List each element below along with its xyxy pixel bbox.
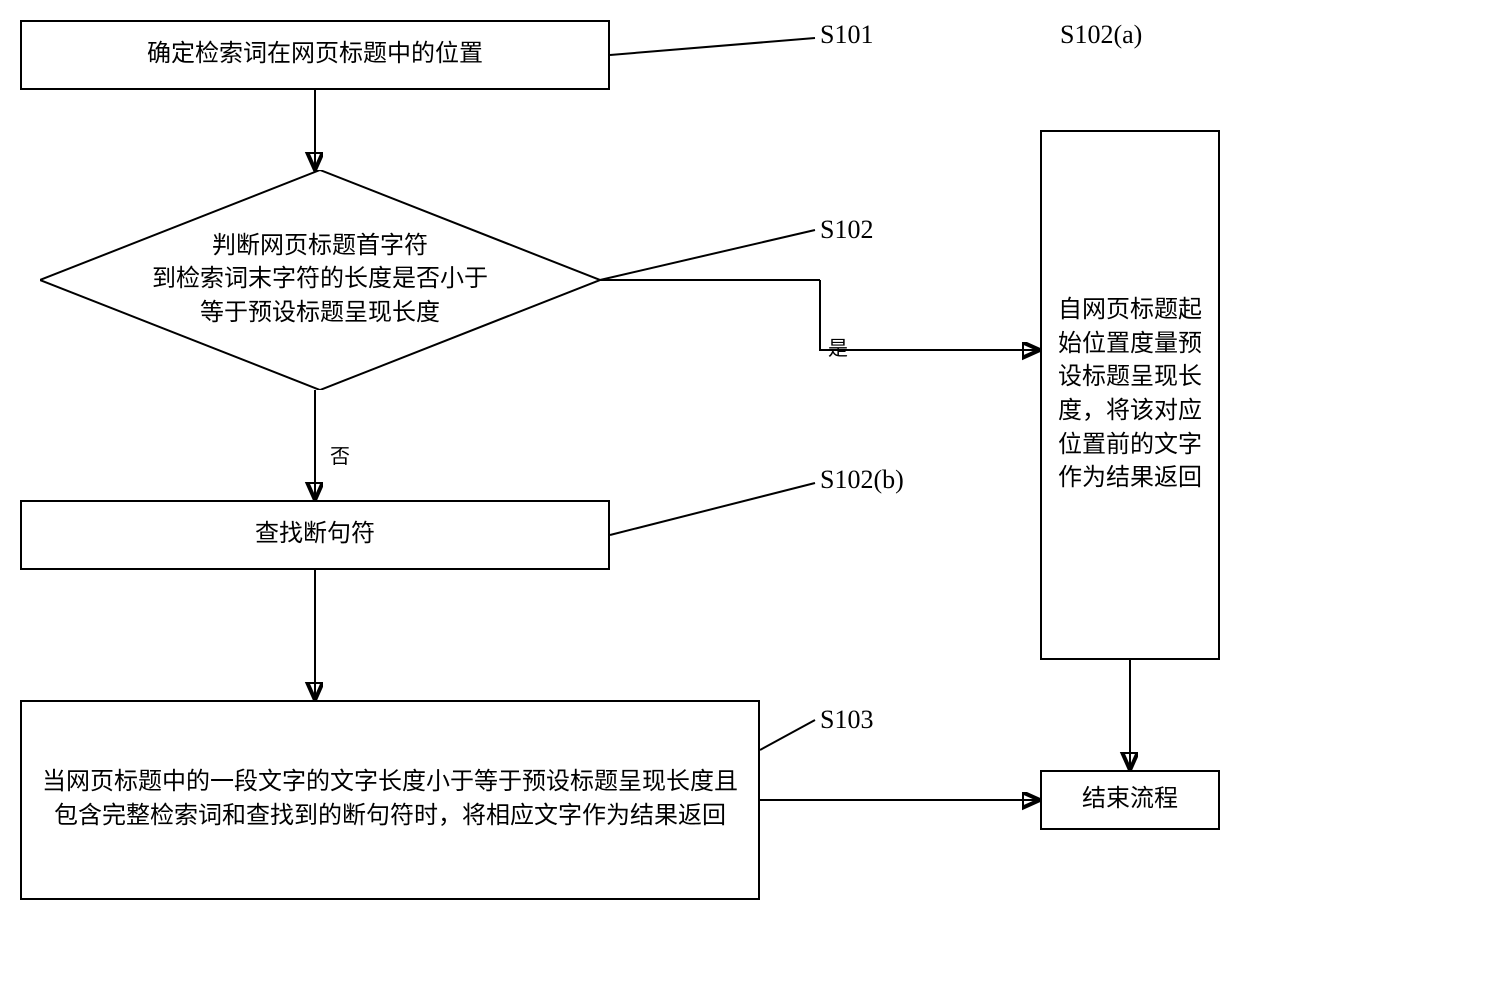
label-s101: S101 xyxy=(820,20,873,50)
step-s102b: 查找断句符 xyxy=(20,500,610,570)
step-end-text: 结束流程 xyxy=(1082,783,1178,817)
step-s103: 当网页标题中的一段文字的文字长度小于等于预设标题呈现长度且包含完整检索词和查找到… xyxy=(20,700,760,900)
label-s102: S102 xyxy=(820,215,873,245)
label-s103: S103 xyxy=(820,705,873,735)
step-end: 结束流程 xyxy=(1040,770,1220,830)
label-s102a: S102(a) xyxy=(1060,20,1142,50)
step-s101: 确定检索词在网页标题中的位置 xyxy=(20,20,610,90)
step-s102b-text: 查找断句符 xyxy=(255,518,375,552)
step-s102a-text: 自网页标题起始位置度量预设标题呈现长度，将该对应位置前的文字作为结果返回 xyxy=(1052,294,1208,496)
edge-no: 否 xyxy=(330,440,350,469)
step-s102a: 自网页标题起始位置度量预设标题呈现长度，将该对应位置前的文字作为结果返回 xyxy=(1040,130,1220,660)
decision-s102: 判断网页标题首字符 到检索词末字符的长度是否小于 等于预设标题呈现长度 xyxy=(40,170,600,390)
decision-s102-text: 判断网页标题首字符 到检索词末字符的长度是否小于 等于预设标题呈现长度 xyxy=(152,230,488,331)
step-s101-text: 确定检索词在网页标题中的位置 xyxy=(147,38,483,72)
label-s102b: S102(b) xyxy=(820,465,904,495)
step-s103-text: 当网页标题中的一段文字的文字长度小于等于预设标题呈现长度且包含完整检索词和查找到… xyxy=(34,766,746,833)
edge-yes: 是 xyxy=(828,332,848,361)
